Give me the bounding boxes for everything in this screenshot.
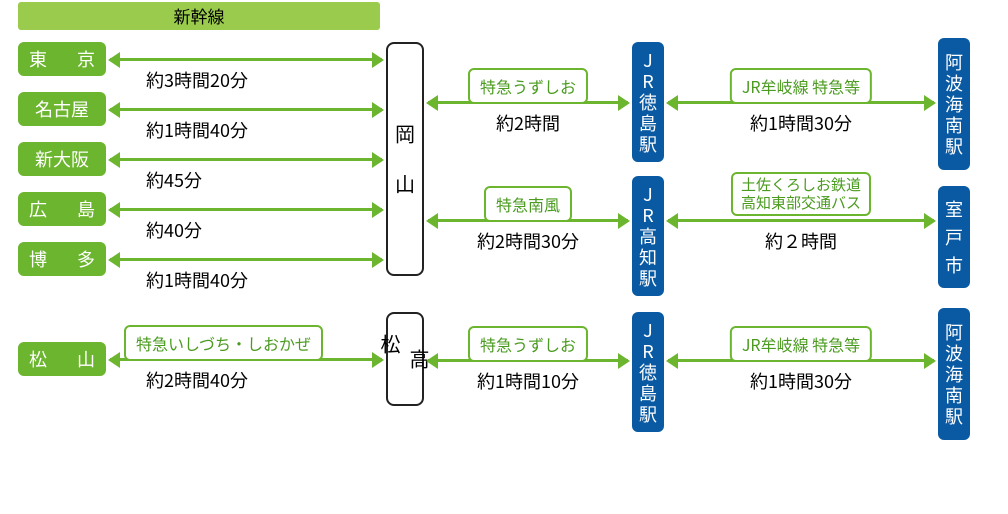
arrow-origin-4 — [110, 258, 382, 261]
origin-time-2: 約45分 — [146, 167, 202, 193]
station-mid-0: JR徳島駅 — [632, 42, 664, 162]
origin-train-5: 特急いしづち・しおかぜ — [124, 325, 323, 361]
leg-time-2: 約1時間10分 — [477, 368, 579, 394]
station-mid-2: JR徳島駅 — [632, 312, 664, 432]
station-end-0: 阿波海南駅 — [938, 38, 970, 170]
leg-train-1: 特急南風 — [484, 186, 572, 222]
origin-0: 東 京 — [18, 42, 106, 76]
arrow-origin-3 — [110, 208, 382, 211]
leg-arrow-4 — [668, 219, 934, 222]
leg-time-3: 約1時間30分 — [750, 110, 852, 136]
leg-train-5: JR牟岐線 特急等 — [730, 326, 872, 362]
leg-time-4: 約２時間 — [765, 228, 837, 254]
header-shinkansen: 新幹線 — [18, 2, 380, 30]
origin-4: 博 多 — [18, 242, 106, 276]
origin-1: 名古屋 — [18, 92, 106, 126]
leg-train-0: 特急うずしお — [468, 68, 588, 104]
arrow-origin-2 — [110, 158, 382, 161]
origin-time-3: 約40分 — [146, 217, 202, 243]
arrow-origin-0 — [110, 58, 382, 61]
origin-time-0: 約3時間20分 — [146, 67, 248, 93]
origin-time-1: 約1時間40分 — [146, 117, 248, 143]
origin-2: 新大阪 — [18, 142, 106, 176]
hub-okayama: 岡山 — [386, 42, 424, 276]
station-mid-1: JR高知駅 — [632, 176, 664, 296]
leg-time-1: 約2時間30分 — [477, 228, 579, 254]
origin-time-4: 約1時間40分 — [146, 267, 248, 293]
station-end-1: 室戸市 — [938, 186, 970, 288]
leg-time-5: 約1時間30分 — [750, 368, 852, 394]
arrow-origin-1 — [110, 108, 382, 111]
leg-time-0: 約2時間 — [496, 110, 560, 136]
origin-5: 松 山 — [18, 342, 106, 376]
leg-train-3: JR牟岐線 特急等 — [730, 68, 872, 104]
hub-takamatsu: 高松 — [386, 312, 424, 406]
leg-train-4: 土佐くろしお鉄道高知東部交通バス — [731, 172, 871, 216]
origin-time-5: 約2時間40分 — [146, 367, 248, 393]
origin-3: 広 島 — [18, 192, 106, 226]
leg-train-2: 特急うずしお — [468, 326, 588, 362]
station-end-2: 阿波海南駅 — [938, 308, 970, 440]
